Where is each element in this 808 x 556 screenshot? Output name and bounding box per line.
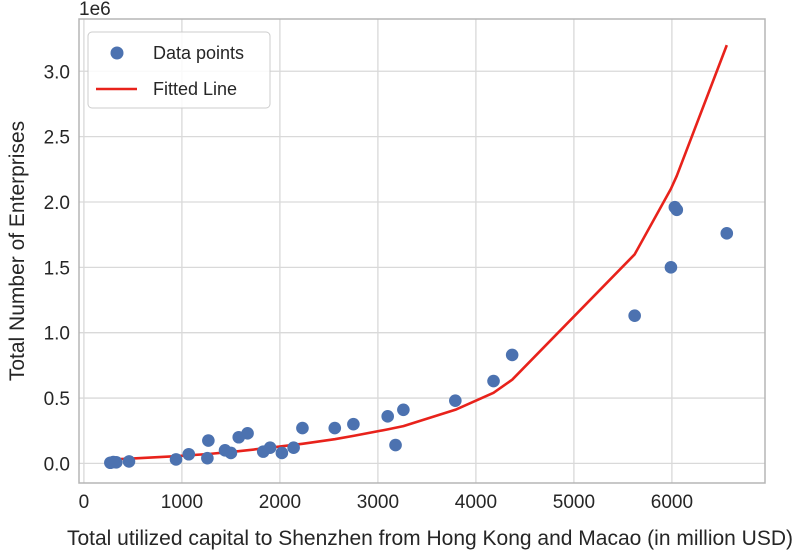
data-point <box>487 374 500 388</box>
data-point <box>389 438 402 452</box>
y-axis: 0.0 0.5 1.0 1.5 2.0 2.5 3.0 <box>44 62 70 475</box>
y-tick-label: 1.0 <box>44 324 70 345</box>
data-point <box>296 421 309 435</box>
data-point <box>381 410 395 423</box>
x-tick-label: 0 <box>79 492 90 513</box>
data-point <box>169 453 183 466</box>
legend-label-fitted-line: Fitted Line <box>153 79 237 99</box>
grid <box>79 19 765 483</box>
data-point <box>347 417 360 431</box>
x-tick-label: 3000 <box>357 492 399 513</box>
legend-label-data-points: Data points <box>153 43 244 63</box>
data-point <box>505 348 519 362</box>
plot-frame <box>78 18 766 484</box>
y-tick-label: 0.5 <box>44 389 70 410</box>
data-point <box>449 394 462 407</box>
data-point <box>328 421 342 435</box>
y-axis-label: Total Number of Enterprises <box>6 121 29 381</box>
data-point <box>720 227 734 240</box>
data-point <box>122 455 136 468</box>
y-tick-label: 0.0 <box>44 454 70 475</box>
data-point <box>263 441 277 455</box>
y-tick-label: 1.5 <box>44 258 70 279</box>
y-offset-label: 1e6 <box>79 0 111 20</box>
data-point <box>109 456 123 469</box>
y-tick-label: 2.5 <box>44 128 70 149</box>
y-tick-label: 2.0 <box>44 193 70 214</box>
x-tick-label: 5000 <box>553 492 595 513</box>
y-tick-label: 3.0 <box>44 62 70 83</box>
x-axis-label: Total utilized capital to Shenzhen from … <box>67 527 793 550</box>
data-point <box>397 403 410 417</box>
x-axis: 0 1000 2000 3000 4000 5000 6000 <box>79 492 693 513</box>
data-point <box>664 261 678 274</box>
x-tick-label: 4000 <box>455 492 497 513</box>
data-point <box>182 447 196 461</box>
x-tick-label: 6000 <box>651 492 693 513</box>
data-point <box>670 203 684 217</box>
x-tick-label: 2000 <box>259 492 301 513</box>
legend-point-swatch <box>110 46 124 60</box>
data-point <box>201 451 214 465</box>
x-tick-label: 1000 <box>161 492 203 513</box>
data-point <box>224 446 238 460</box>
data-points-series <box>104 200 734 470</box>
data-point <box>628 309 641 322</box>
data-point <box>241 427 254 440</box>
data-point <box>202 434 215 447</box>
data-point <box>275 446 289 460</box>
legend: Data points Fitted Line <box>87 31 271 109</box>
data-point <box>287 441 300 455</box>
